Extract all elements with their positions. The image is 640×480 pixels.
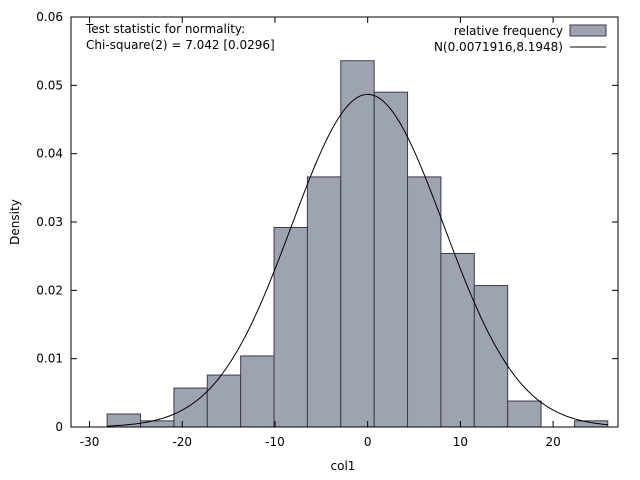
annotation-line-2: Chi-square(2) = 7.042 [0.0296] [86,38,275,52]
x-tick-label: 0 [364,435,372,449]
legend-swatch-relative-frequency [569,24,607,37]
x-axis-label: col1 [331,459,356,473]
histogram-bar-5 [273,226,308,428]
y-tick-label: 0 [55,420,63,434]
y-tick-label: 0.02 [36,283,63,297]
y-tick-label: 0.06 [36,10,63,24]
y-tick-label: 0.03 [36,215,63,229]
x-tick-label: -30 [80,435,100,449]
histogram-bar-1 [140,420,175,428]
y-axis-label: Density [8,199,22,245]
bars-group [106,60,609,428]
histogram-bar-3 [206,374,242,428]
legend: relative frequency N(0.0071916,8.1948) [434,24,607,54]
plot-frame [70,16,619,428]
y-tick-label: 0.04 [36,147,63,161]
histogram-bar-11 [473,285,509,428]
histogram-bar-10 [440,252,475,428]
legend-label-normal-curve: N(0.0071916,8.1948) [434,40,563,54]
axis-ticks: -30 -20 -10 0 10 20 0 0.01 0.02 0.03 0.04 0.05 0.06 [36,10,618,449]
histogram-bar-8 [373,91,409,428]
annotation-line-1: Test statistic for normality: [85,22,245,36]
histogram-bar-6 [306,176,342,428]
histogram-bar-9 [407,176,442,428]
x-tick-label: -10 [265,435,285,449]
y-tick-label: 0.01 [36,352,63,366]
normal-curve [107,93,608,427]
histogram-bar-4 [240,355,275,428]
histogram-bar-2 [173,387,208,428]
x-tick-label: 10 [453,435,468,449]
y-tick-label: 0.05 [36,78,63,92]
x-tick-label: -20 [172,435,192,449]
legend-label-relative-frequency: relative frequency [454,24,563,38]
x-tick-label: 20 [545,435,560,449]
histogram-bar-7 [340,60,375,428]
histogram-bar-12 [507,400,542,428]
